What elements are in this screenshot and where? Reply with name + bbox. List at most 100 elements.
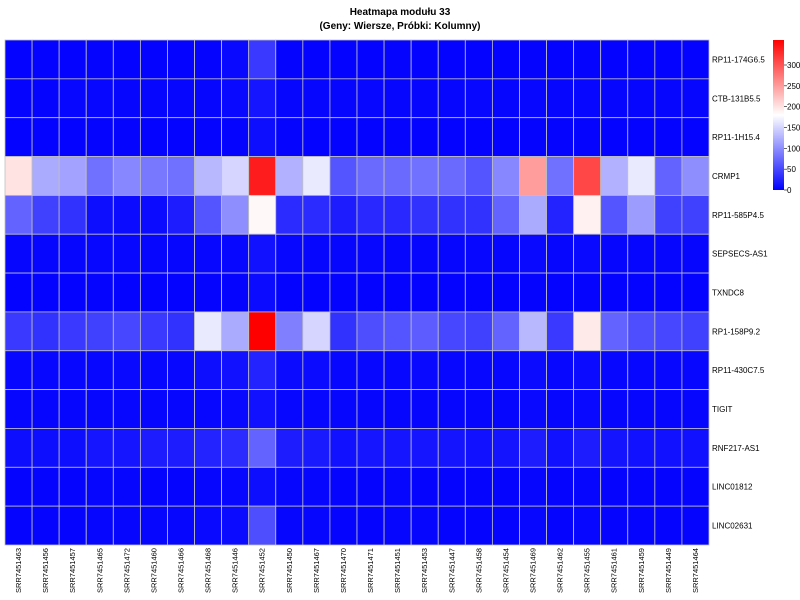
heatmap-cell — [275, 39, 304, 80]
heatmap-cell — [573, 117, 602, 157]
heatmap-cell — [519, 311, 547, 352]
legend-tick-label: 100 — [787, 144, 800, 153]
heatmap-cell — [31, 389, 60, 429]
heatmap-cell — [31, 311, 60, 352]
heatmap-cell — [4, 78, 33, 119]
heatmap-cell — [194, 117, 223, 157]
heatmap-cell — [329, 117, 358, 157]
heatmap-cell — [600, 233, 629, 274]
heatmap-cell — [573, 505, 602, 546]
heatmap-cell — [654, 117, 683, 157]
heatmap-cell — [383, 194, 412, 235]
heatmap-cell — [302, 466, 331, 507]
heatmap-cell — [167, 466, 195, 507]
heatmap-cell — [4, 389, 33, 429]
heatmap-cell — [275, 233, 304, 274]
heatmap-cell — [383, 505, 412, 546]
row-label: CTB-131B5.5 — [712, 94, 761, 103]
heatmap-cell — [681, 117, 710, 157]
heatmap-cell — [139, 350, 168, 391]
heatmap-cell — [464, 233, 493, 274]
heatmap-cell — [221, 117, 250, 157]
row-label: RP11-174G6.5 — [712, 55, 765, 64]
heatmap-cell — [85, 350, 114, 391]
heatmap-cell — [275, 389, 304, 429]
heatmap-cell — [31, 505, 60, 546]
heatmap-cell — [194, 466, 223, 507]
heatmap-cell — [85, 428, 114, 468]
heatmap-cell — [519, 466, 547, 507]
heatmap-cell — [573, 39, 602, 80]
heatmap-cell — [546, 39, 575, 80]
heatmap-cell — [491, 389, 520, 429]
heatmap-cell — [546, 78, 575, 119]
heatmap-cell — [4, 272, 33, 313]
heatmap-cell — [546, 117, 575, 157]
heatmap-cell — [194, 389, 223, 429]
heatmap-cell — [112, 428, 141, 468]
heatmap-cell — [383, 428, 412, 468]
heatmap-cell — [167, 505, 195, 546]
heatmap-cell — [356, 428, 385, 468]
heatmap-cell — [302, 78, 331, 119]
column-labels: SRR7451463 SRR7451456 SRR7451457 SRR7451465… — [14, 548, 700, 593]
heatmap-cell — [600, 156, 629, 196]
heatmap-cell — [4, 117, 33, 157]
heatmap-cell — [139, 194, 168, 235]
heatmap-cell — [4, 311, 33, 352]
heatmap-cell — [627, 389, 656, 429]
heatmap-cell — [112, 505, 141, 546]
heatmap-cell — [383, 39, 412, 80]
heatmap-cell — [410, 233, 439, 274]
heatmap-cell — [139, 272, 168, 313]
heatmap-cell — [85, 505, 114, 546]
heatmap-cell — [58, 428, 87, 468]
heatmap-cell — [302, 156, 331, 196]
legend-tick-label: 300 — [787, 61, 800, 70]
heatmap-cell — [248, 505, 277, 546]
row-label: RNF217-AS1 — [712, 444, 760, 453]
heatmap-cell — [464, 389, 493, 429]
heatmap-cell — [383, 156, 412, 196]
heatmap-cell — [221, 389, 250, 429]
heatmap-cell — [491, 350, 520, 391]
heatmap-cell — [464, 428, 493, 468]
heatmap-cell — [85, 311, 114, 352]
heatmap-cell — [519, 194, 547, 235]
heatmap-cell — [139, 233, 168, 274]
row-labels: RP11-174G6.5 CTB-131B5.5 RP11-1H15.4 CRMP1 R… — [712, 55, 768, 530]
heatmap-cell — [329, 311, 358, 352]
heatmap-cell — [383, 466, 412, 507]
heatmap-cell — [681, 272, 710, 313]
heatmap-cell — [491, 428, 520, 468]
heatmap-cell — [654, 428, 683, 468]
heatmap-cell — [194, 272, 223, 313]
heatmap-cell — [248, 78, 277, 119]
heatmap-cell — [627, 156, 656, 196]
heatmap-cell — [383, 350, 412, 391]
heatmap-cell — [654, 466, 683, 507]
heatmap-cell — [573, 428, 602, 468]
heatmap-cell — [519, 389, 547, 429]
heatmap-cell — [437, 117, 466, 157]
heatmap-cell — [302, 350, 331, 391]
heatmap-cell — [112, 117, 141, 157]
heatmap-cell — [627, 78, 656, 119]
heatmap-cell — [112, 466, 141, 507]
column-label: SRR7451465 — [95, 548, 104, 593]
heatmap-cell — [627, 350, 656, 391]
heatmap-cell — [627, 117, 656, 157]
heatmap-cell — [248, 39, 277, 80]
heatmap-cell — [356, 233, 385, 274]
heatmap-cell — [519, 350, 547, 391]
heatmap-cell — [248, 428, 277, 468]
heatmap-cell — [627, 272, 656, 313]
heatmap-cell — [410, 350, 439, 391]
heatmap-cell — [221, 272, 250, 313]
heatmap-cell — [221, 311, 250, 352]
heatmap-cell — [4, 466, 33, 507]
row-label: LINC02631 — [712, 522, 753, 531]
heatmap-cell — [58, 194, 87, 235]
heatmap-cell — [600, 194, 629, 235]
column-label: SRR7451460 — [149, 548, 158, 593]
